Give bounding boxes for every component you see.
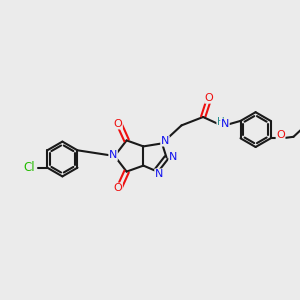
Text: H: H: [217, 117, 225, 127]
Text: N: N: [155, 169, 163, 179]
Text: N: N: [109, 150, 117, 161]
Text: N: N: [169, 152, 177, 162]
Text: O: O: [276, 130, 285, 140]
Text: Cl: Cl: [23, 160, 35, 174]
Text: O: O: [113, 119, 122, 129]
Text: N: N: [221, 119, 229, 129]
Text: O: O: [113, 183, 122, 193]
Text: O: O: [205, 93, 214, 103]
Text: N: N: [161, 136, 169, 146]
